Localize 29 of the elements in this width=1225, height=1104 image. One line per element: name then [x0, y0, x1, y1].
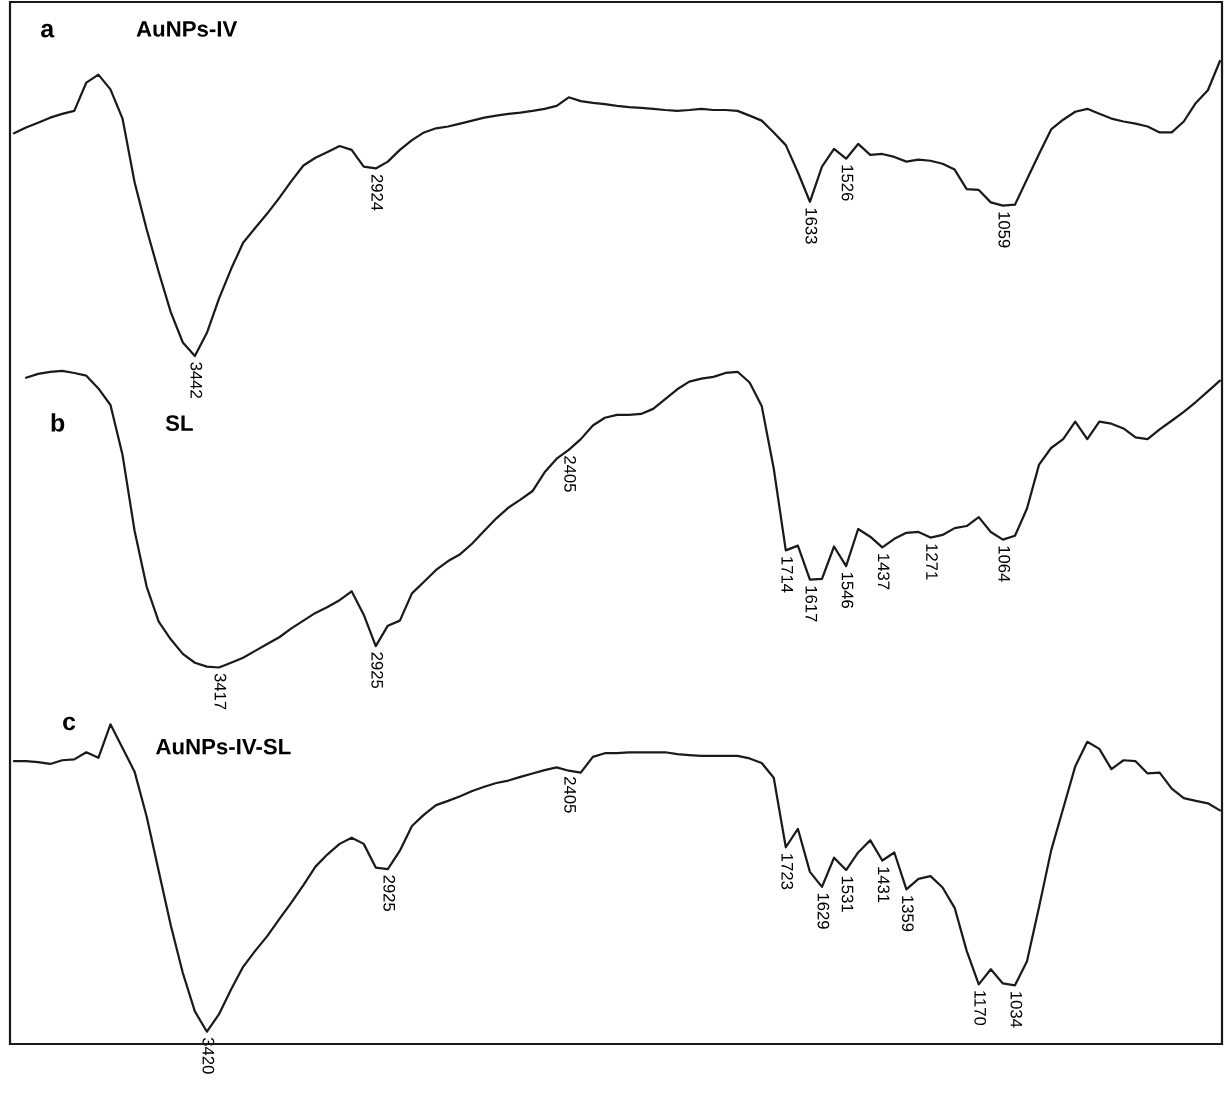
text: SL [165, 415, 193, 431]
annotation: 2924 [371, 174, 384, 211]
annotation: b [51, 413, 65, 432]
annotation: 3442 [190, 362, 203, 398]
text: a [41, 23, 55, 38]
annotation: 1723 [781, 854, 794, 890]
annotation: 2405 [564, 456, 577, 492]
text: AuNPs-IV-SL [155, 738, 291, 755]
annotation: 1359 [901, 896, 914, 932]
annotation: 2925 [383, 875, 396, 912]
annotation: 1546 [841, 572, 854, 608]
annotation: 1629 [817, 893, 830, 929]
annotation: 2405 [564, 777, 577, 813]
annotation: 3417 [214, 673, 227, 710]
annotation: 1064 [998, 546, 1011, 582]
chart-title: AuNPs-IV [136, 21, 238, 37]
annotation: 1170 [974, 991, 987, 1026]
annotation: 1437 [877, 554, 890, 590]
annotation: 1431 [877, 867, 890, 903]
annotation: 1714 [781, 557, 793, 593]
annotation: 1526 [841, 165, 854, 201]
annotation: 2925 [371, 652, 384, 689]
annotation: 1271 [926, 544, 938, 580]
annotation: 1633 [805, 208, 818, 244]
annotation: 1059 [998, 212, 1011, 248]
annotation: 1617 [805, 586, 818, 622]
annotation: 1034 [1010, 992, 1023, 1028]
annotation: 1531 [841, 876, 854, 912]
annotation: c [63, 716, 76, 731]
